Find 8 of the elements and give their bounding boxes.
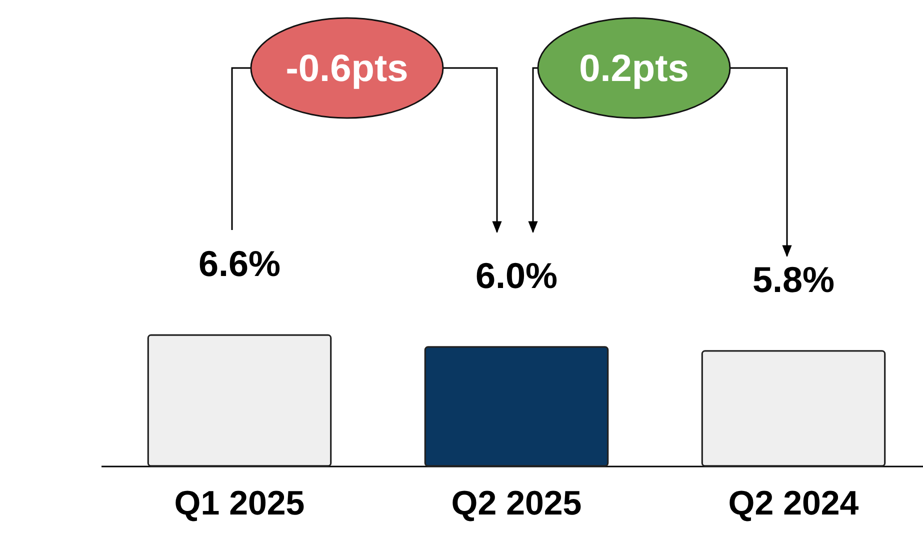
data-label: 5.8%	[752, 258, 835, 300]
text: 0.2pts	[579, 48, 689, 90]
text: -0.6pts	[286, 48, 408, 90]
x-tick-label: Q1 2025	[174, 484, 305, 522]
x-tick-label: Q2 2025	[451, 484, 582, 522]
data-label: 6.6%	[198, 243, 281, 284]
data-label: 6.0%	[475, 254, 558, 296]
x-tick-label: Q2 2024	[728, 484, 859, 522]
